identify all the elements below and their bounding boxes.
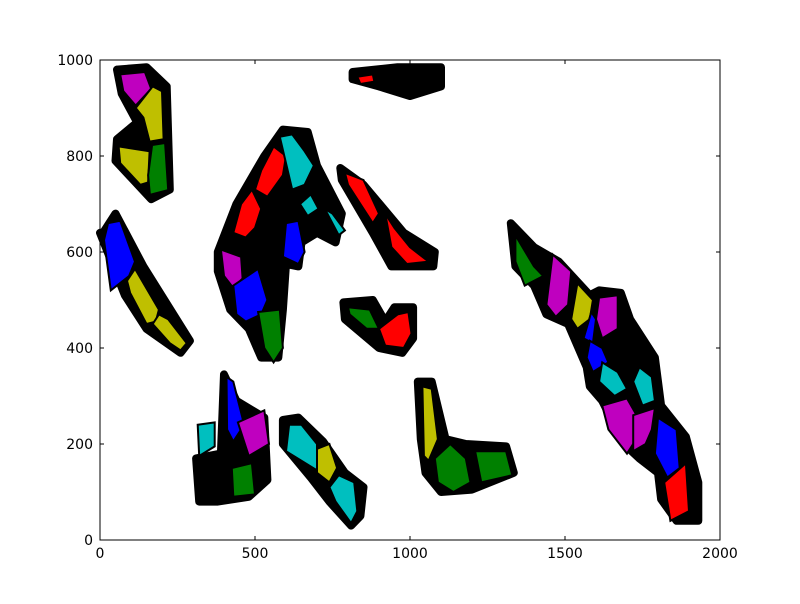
cell-polygon bbox=[545, 252, 573, 319]
y-tick-label: 600 bbox=[66, 245, 93, 261]
cell-polygon bbox=[134, 85, 165, 143]
cell-polygon bbox=[594, 294, 619, 340]
cell-cluster bbox=[192, 370, 272, 506]
cell-polygon bbox=[256, 308, 284, 365]
y-tick-label: 200 bbox=[66, 437, 93, 453]
cell-cluster bbox=[348, 63, 445, 100]
x-tick-label: 1500 bbox=[547, 546, 583, 562]
cell-polygon bbox=[230, 461, 257, 498]
cell-polygon bbox=[377, 310, 413, 350]
cell-polygon bbox=[355, 73, 376, 86]
cell-polygon bbox=[298, 192, 320, 218]
plot-area bbox=[96, 63, 703, 530]
cell-polygon bbox=[232, 187, 263, 239]
y-tick-label: 0 bbox=[84, 533, 93, 549]
cell-polygon bbox=[632, 365, 656, 407]
x-tick-label: 1000 bbox=[392, 546, 428, 562]
x-tick-label: 500 bbox=[242, 546, 269, 562]
cluster-outline bbox=[348, 63, 445, 100]
cell-polygon bbox=[281, 219, 306, 266]
cell-polygon bbox=[514, 231, 545, 287]
y-axis: 0 200 400 600 800 1000 bbox=[57, 53, 720, 549]
cell-polygon bbox=[328, 473, 359, 526]
cell-polygon bbox=[653, 415, 681, 480]
cell-cluster bbox=[213, 125, 347, 365]
cell-polygon bbox=[663, 461, 691, 523]
cell-polygon bbox=[570, 281, 594, 331]
cell-polygon bbox=[117, 145, 151, 186]
cell-cluster bbox=[413, 377, 518, 496]
cell-polygon bbox=[421, 385, 439, 463]
cell-polygon bbox=[278, 133, 316, 191]
cell-cluster bbox=[339, 296, 418, 357]
cell-polygon bbox=[384, 213, 432, 266]
x-axis: 0 500 1000 1500 2000 bbox=[96, 60, 738, 562]
cell-cluster bbox=[506, 219, 703, 525]
cell-polygon bbox=[196, 421, 216, 458]
y-tick-label: 800 bbox=[66, 149, 93, 165]
cell-polygon bbox=[316, 442, 339, 484]
cell-cluster bbox=[96, 209, 194, 357]
cell-polygon bbox=[346, 306, 381, 330]
cell-polygon bbox=[433, 442, 472, 494]
cell-polygon bbox=[151, 313, 189, 352]
cell-polygon bbox=[322, 205, 347, 237]
cell-polygon bbox=[147, 141, 170, 197]
x-tick-label: 2000 bbox=[702, 546, 738, 562]
cell-polygon bbox=[598, 360, 629, 398]
cell-polygon bbox=[632, 406, 657, 453]
cell-cluster bbox=[278, 413, 368, 530]
cell-polygon bbox=[236, 408, 271, 458]
x-tick-label: 0 bbox=[96, 546, 105, 562]
y-tick-label: 1000 bbox=[57, 53, 93, 69]
cell-polygon bbox=[473, 450, 514, 484]
cell-cluster bbox=[111, 63, 174, 204]
y-tick-label: 400 bbox=[66, 341, 93, 357]
cell-polygon bbox=[343, 171, 381, 226]
cell-cluster bbox=[336, 164, 439, 271]
